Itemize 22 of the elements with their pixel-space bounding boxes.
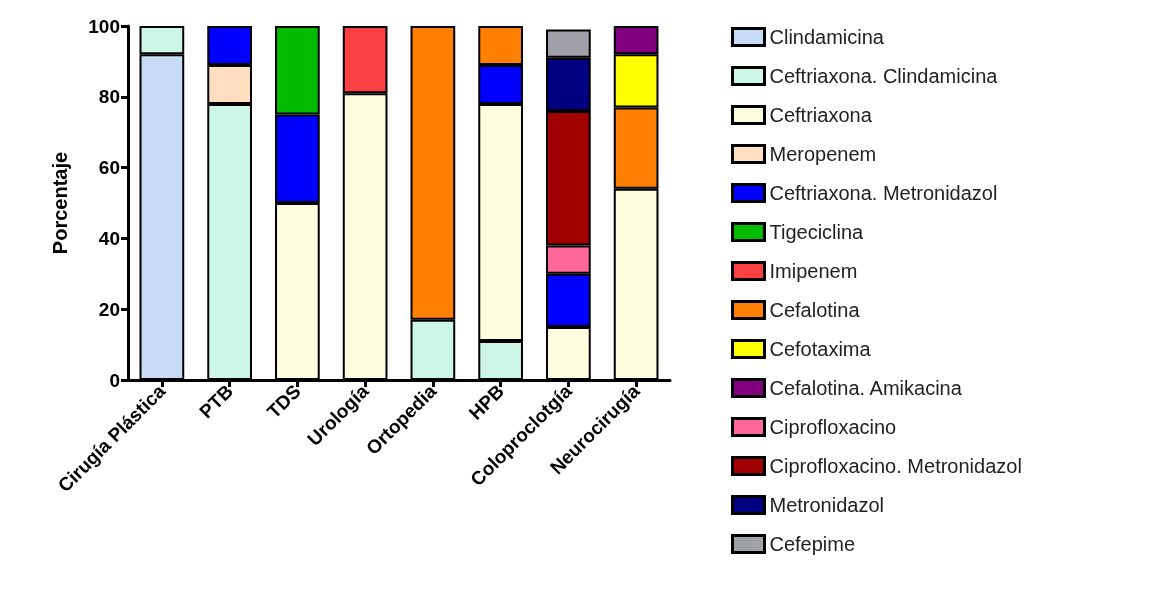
legend-label: Tigeciclina <box>769 221 865 243</box>
legend-label: Clindamicina <box>769 26 885 48</box>
y-tick-label: 0 <box>109 369 120 391</box>
y-tick-label: 40 <box>98 227 120 249</box>
legend-label: Ciprofloxacino. Metronidazol <box>769 455 1022 477</box>
y-tick-label: 80 <box>98 86 120 108</box>
legend-label: Ciprofloxacino <box>769 416 897 438</box>
legend-label: Meropenem <box>769 143 877 165</box>
x-tick-label: TDS <box>263 380 305 423</box>
legend-label: Imipenem <box>769 260 858 282</box>
legend-label: Cefalotina <box>769 299 861 321</box>
y-axis-title: Porcentaje <box>49 151 71 255</box>
legend-label: Metronidazol <box>769 494 885 516</box>
y-tick-label: 20 <box>98 298 120 320</box>
legend-label: Ceftriaxona <box>769 104 873 126</box>
legend-label: Cefotaxima <box>769 338 872 360</box>
legend-label: Cefalotina. Amikacina <box>769 377 963 399</box>
y-tick-label: 100 <box>88 15 120 37</box>
legend-label: Ceftriaxona. Metronidazol <box>769 182 998 204</box>
legend-label: Ceftriaxona. Clindamicina <box>769 65 999 87</box>
legend-label: Cefepime <box>769 533 856 555</box>
y-tick-label: 60 <box>98 157 120 179</box>
